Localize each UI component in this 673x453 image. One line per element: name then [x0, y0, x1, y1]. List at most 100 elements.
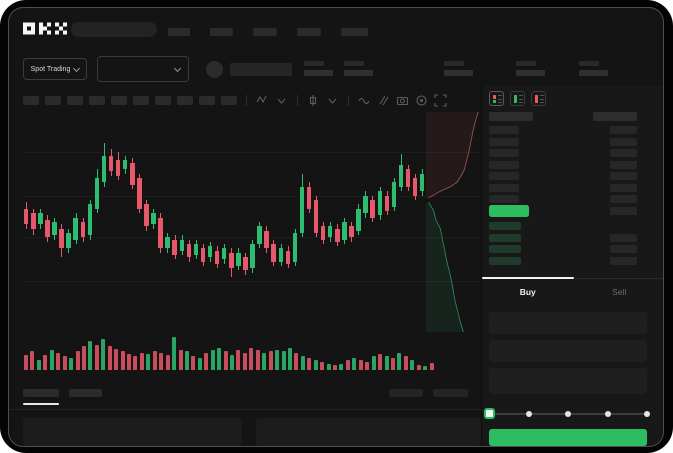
fullscreen-icon[interactable] [434, 93, 447, 107]
nav-items [168, 28, 368, 36]
timeframe-slot[interactable] [67, 95, 83, 105]
ask-price-bar [489, 195, 519, 203]
amount-field[interactable] [489, 340, 647, 362]
depth-curve [426, 202, 464, 332]
ask-row[interactable] [489, 183, 637, 192]
buy-tab-active-indicator [482, 277, 574, 279]
candle-body [250, 244, 255, 269]
price-field[interactable] [489, 312, 647, 334]
ask-price-bar [489, 137, 519, 146]
camera-icon[interactable] [396, 94, 409, 107]
ask-row[interactable] [489, 172, 637, 180]
ask-row[interactable] [489, 149, 637, 157]
bid-price-bar [489, 222, 521, 230]
volume-bar [268, 351, 273, 370]
bottom-tab[interactable] [69, 389, 102, 397]
volume-bar [43, 354, 48, 370]
candle-body [179, 239, 184, 251]
 [519, 95, 523, 97]
bottom-tab[interactable] [23, 389, 59, 397]
nav-item[interactable] [168, 28, 190, 36]
total-field[interactable] [489, 368, 647, 394]
market-type-selector[interactable]: Spot Trading [23, 58, 87, 80]
nav-item[interactable] [210, 28, 233, 36]
orderbook-amount-col-header [593, 112, 637, 121]
tab-buy[interactable]: Buy [519, 287, 536, 297]
interval-candle-icon[interactable] [307, 94, 320, 107]
timeframe-slot[interactable] [177, 95, 193, 105]
chevron-down-icon [173, 64, 182, 72]
nav-item[interactable] [341, 28, 368, 36]
timeframe-slot[interactable] [221, 95, 237, 105]
depth-overlay [426, 112, 481, 332]
volume-bar [75, 351, 80, 370]
compare-icon[interactable] [377, 94, 390, 107]
timeframe-slot[interactable] [111, 95, 127, 105]
tab-sell[interactable]: Sell [612, 287, 627, 297]
bottom-table-panel [256, 418, 481, 446]
gridline [23, 151, 481, 153]
market-type-label: Spot Trading [30, 65, 71, 73]
candle-body [101, 156, 107, 183]
top-navbar [9, 8, 663, 50]
wave-indicator-icon[interactable] [358, 94, 371, 107]
volume-bar [390, 358, 395, 370]
ask-row[interactable] [489, 160, 637, 169]
depth-curve [426, 112, 479, 198]
volume-bar [384, 356, 389, 370]
slider-stop[interactable] [604, 411, 611, 417]
candle-body [137, 178, 142, 209]
ask-amount-bar [610, 195, 637, 203]
timeframe-slot[interactable] [199, 95, 215, 105]
ask-row[interactable] [489, 195, 637, 203]
timeframe-slot[interactable] [45, 95, 61, 105]
slider-stop[interactable] [644, 411, 650, 417]
candle-body [38, 213, 43, 225]
timeframe-slot[interactable] [133, 95, 149, 105]
bid-row[interactable] [489, 222, 637, 230]
coin-avatar [206, 61, 223, 78]
okx-logo-icon[interactable] [23, 22, 67, 40]
book-asks-only-icon[interactable] [531, 91, 546, 106]
timeframe-slot[interactable] [155, 95, 171, 105]
bottom-action[interactable] [433, 389, 468, 397]
buy-submit-button[interactable] [489, 429, 647, 446]
slider-handle[interactable] [484, 408, 495, 419]
candle-body [306, 186, 312, 209]
bid-row[interactable] [489, 233, 637, 242]
volume-bar [184, 351, 189, 370]
last-price-row[interactable] [489, 205, 637, 217]
chevron-down-icon[interactable] [326, 94, 339, 107]
candle-body [236, 252, 241, 266]
timeframe-slot[interactable] [89, 95, 105, 105]
orderbook-view-toggles [489, 91, 546, 106]
stat-value-bar [344, 70, 373, 76]
slider-stop[interactable] [525, 411, 532, 417]
ask-row[interactable] [489, 137, 637, 146]
bid-amount-bar [610, 245, 637, 253]
chevron-down-icon[interactable] [275, 94, 288, 107]
ask-price-bar [489, 126, 519, 134]
market-bar: Spot Trading [9, 52, 663, 88]
bid-row[interactable] [489, 245, 637, 253]
stat-label-bar [344, 61, 364, 66]
ask-row[interactable] [489, 126, 637, 134]
nav-item[interactable] [297, 28, 321, 36]
pair-selector[interactable] [97, 56, 189, 82]
chart-toolbar [23, 92, 447, 108]
search-input[interactable] [71, 22, 157, 37]
settings-target-icon[interactable] [415, 94, 428, 107]
timeframe-slot[interactable] [23, 95, 39, 105]
volume-bar [287, 347, 292, 370]
chart-pane[interactable] [23, 112, 481, 332]
bottom-action[interactable] [389, 389, 423, 397]
nav-item[interactable] [253, 28, 277, 36]
amount-slider[interactable] [484, 408, 650, 420]
book-bids-only-icon[interactable] [510, 91, 525, 106]
chart-type-icon[interactable] [256, 94, 269, 107]
slider-stop[interactable] [565, 411, 571, 417]
toolbar-divider [246, 94, 247, 106]
bid-row[interactable] [489, 256, 637, 265]
book-combined-icon[interactable] [489, 91, 504, 106]
volume-bar [365, 361, 370, 370]
